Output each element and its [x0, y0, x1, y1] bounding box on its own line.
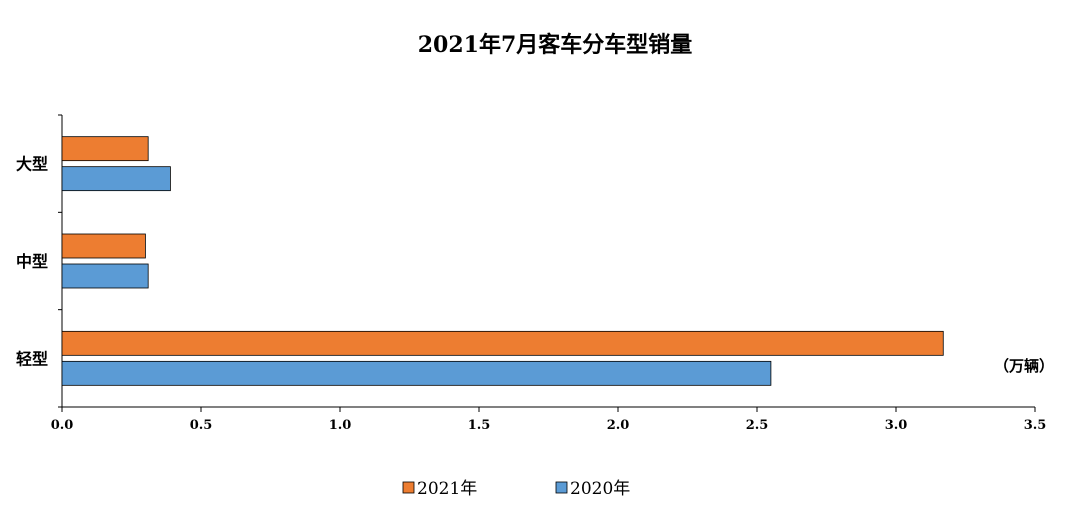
x-tick-label: 0.5 [190, 418, 213, 433]
x-tick-label: 0.0 [51, 418, 74, 433]
x-tick-label: 3.0 [885, 418, 908, 433]
unit-label: （万辆） [994, 357, 1054, 375]
axes [61, 115, 1035, 408]
legend-swatch [555, 481, 568, 494]
x-tick-label: 3.5 [1024, 418, 1047, 433]
legend-swatch [402, 481, 415, 494]
y-axis-ticks [58, 114, 62, 408]
bars [61, 136, 944, 386]
legend-label: 2021年 [417, 479, 477, 499]
category-label: 中型 [16, 252, 48, 271]
x-axis-ticks: 0.0 0.5 1.0 1.5 2.0 2.5 3.0 3.5 [51, 407, 1047, 433]
x-tick-label: 2.0 [607, 418, 630, 433]
legend-label: 2020年 [570, 479, 630, 499]
category-label: 轻型 [16, 349, 48, 368]
bar-2020-0 [61, 166, 171, 192]
chart-title: 2021年7月客车分车型销量 [418, 32, 693, 58]
bar-2020-1 [61, 263, 149, 289]
x-tick-label: 2.5 [746, 418, 769, 433]
x-tick-label: 1.5 [468, 418, 491, 433]
legend: 2021年 2020年 [402, 479, 630, 499]
x-tick-label: 1.0 [329, 418, 352, 433]
bar-2020-2 [61, 360, 772, 386]
bar-2021-2 [61, 330, 944, 356]
category-label: 大型 [16, 155, 48, 174]
bar-2021-0 [61, 136, 149, 162]
bar-2021-1 [61, 233, 146, 259]
